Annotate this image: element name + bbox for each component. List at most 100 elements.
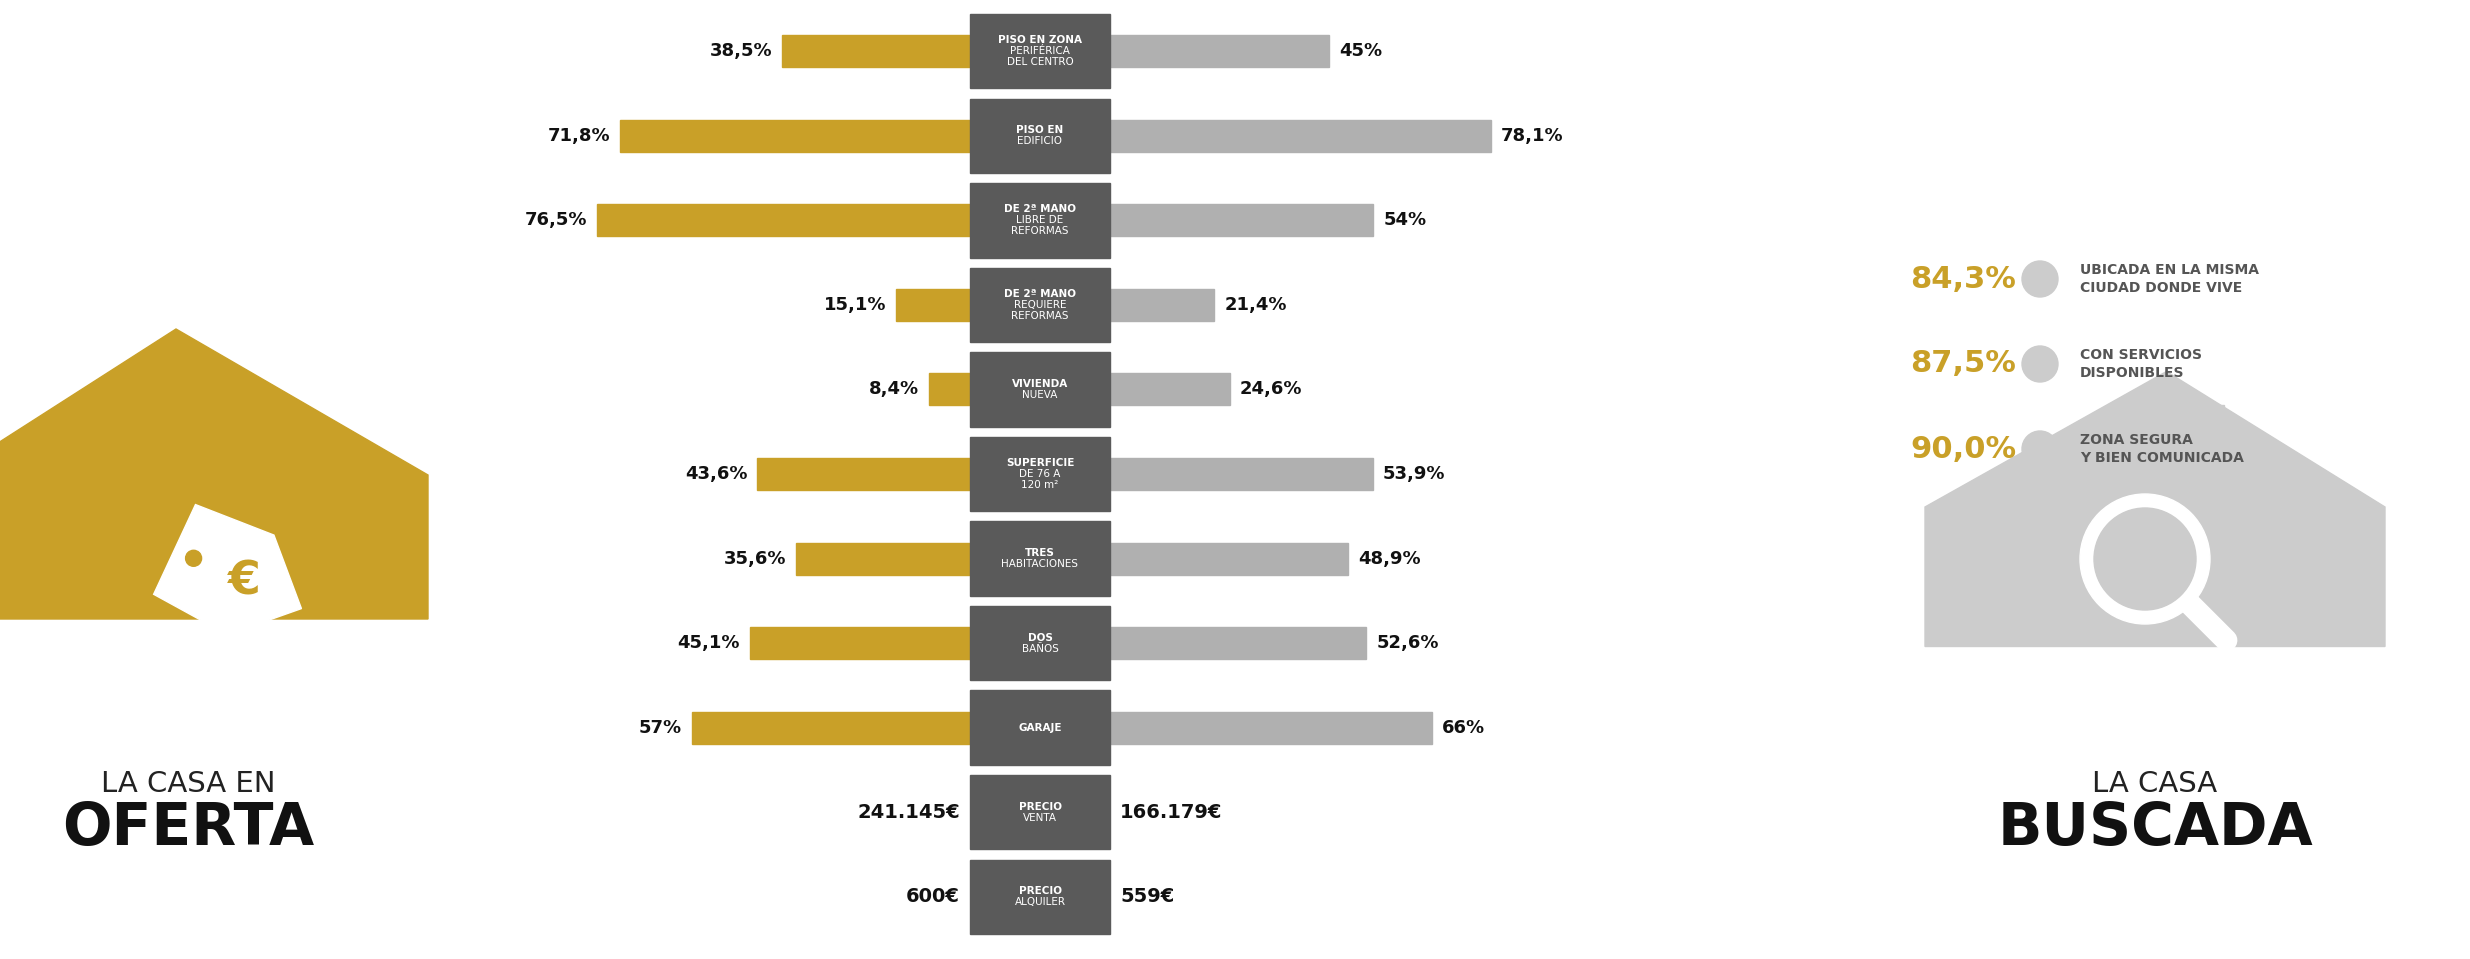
Text: 600€: 600€	[906, 887, 961, 906]
Bar	[1109, 373, 1230, 406]
Text: 45%: 45%	[1339, 42, 1383, 60]
Text: €: €	[227, 559, 262, 604]
Bar	[620, 120, 971, 152]
Text: 120 m²: 120 m²	[1023, 480, 1060, 490]
Text: 166.179€: 166.179€	[1119, 803, 1223, 822]
Bar	[971, 859, 1109, 934]
Circle shape	[185, 550, 203, 567]
Bar	[971, 183, 1109, 258]
Text: PISO EN: PISO EN	[1015, 126, 1065, 135]
Text: PRECIO: PRECIO	[1018, 802, 1062, 811]
Text: DE 2ª MANO: DE 2ª MANO	[1003, 204, 1077, 215]
Text: 78,1%: 78,1%	[1502, 127, 1564, 145]
Text: PERIFÉRICA: PERIFÉRICA	[1010, 46, 1070, 57]
Bar	[1109, 458, 1373, 490]
Bar	[1109, 120, 1492, 152]
Bar	[971, 99, 1109, 173]
Text: DISPONIBLES: DISPONIBLES	[2080, 366, 2183, 380]
Text: 54%: 54%	[1383, 211, 1425, 229]
Text: 24,6%: 24,6%	[1240, 381, 1302, 398]
Text: 66%: 66%	[1442, 718, 1484, 737]
Text: 559€: 559€	[1119, 887, 1173, 906]
Text: DOS: DOS	[1028, 633, 1052, 643]
Text: 76,5%: 76,5%	[524, 211, 588, 229]
Text: LIBRE DE: LIBRE DE	[1015, 216, 1065, 225]
Text: REFORMAS: REFORMAS	[1010, 226, 1070, 236]
Text: HABITACIONES: HABITACIONES	[1000, 559, 1079, 569]
Text: ALQUILER: ALQUILER	[1015, 898, 1065, 907]
Text: CON SERVICIOS: CON SERVICIOS	[2080, 348, 2201, 362]
Text: 57%: 57%	[640, 718, 682, 737]
Circle shape	[2023, 261, 2058, 297]
Text: 48,9%: 48,9%	[1358, 550, 1420, 568]
Bar	[929, 373, 971, 406]
Bar	[1109, 543, 1349, 574]
Text: BUSCADA: BUSCADA	[1998, 801, 2312, 857]
Text: 90,0%: 90,0%	[1909, 434, 2016, 463]
Bar	[971, 775, 1109, 850]
Circle shape	[2023, 346, 2058, 382]
Text: EDIFICIO: EDIFICIO	[1018, 136, 1062, 147]
Polygon shape	[0, 329, 427, 619]
Bar	[692, 712, 971, 743]
Circle shape	[2080, 494, 2211, 624]
Text: LA CASA: LA CASA	[2092, 770, 2218, 798]
Polygon shape	[2188, 405, 2223, 461]
Text: 71,8%: 71,8%	[548, 127, 610, 145]
Text: 87,5%: 87,5%	[1909, 349, 2016, 379]
Bar	[897, 289, 971, 321]
Text: 52,6%: 52,6%	[1376, 634, 1440, 652]
Text: CIUDAD DONDE VIVE: CIUDAD DONDE VIVE	[2080, 281, 2243, 295]
Text: LA CASA EN: LA CASA EN	[101, 770, 274, 798]
Text: 84,3%: 84,3%	[1909, 265, 2016, 293]
Polygon shape	[153, 504, 301, 635]
Text: PISO EN ZONA: PISO EN ZONA	[998, 35, 1082, 45]
Text: DE 2ª MANO: DE 2ª MANO	[1003, 289, 1077, 299]
Text: OFERTA: OFERTA	[62, 801, 314, 857]
Bar	[1109, 712, 1433, 743]
Polygon shape	[128, 362, 163, 427]
Text: UBICADA EN LA MISMA: UBICADA EN LA MISMA	[2080, 263, 2260, 277]
Polygon shape	[1924, 371, 2386, 646]
Bar	[795, 543, 971, 574]
Bar	[1109, 627, 1366, 659]
Text: REFORMAS: REFORMAS	[1010, 311, 1070, 321]
Text: DEL CENTRO: DEL CENTRO	[1008, 58, 1074, 67]
Bar	[971, 436, 1109, 511]
Text: 45,1%: 45,1%	[677, 634, 741, 652]
Bar	[598, 204, 971, 236]
Bar	[783, 35, 971, 67]
Bar	[1109, 35, 1329, 67]
Text: BAÑOS: BAÑOS	[1023, 643, 1060, 654]
Text: VIVIENDA: VIVIENDA	[1013, 379, 1067, 389]
Text: VENTA: VENTA	[1023, 812, 1057, 823]
Text: REQUIERE: REQUIERE	[1013, 300, 1067, 310]
Bar	[758, 458, 971, 490]
Text: GARAJE: GARAJE	[1018, 723, 1062, 733]
Bar	[1109, 204, 1373, 236]
Text: NUEVA: NUEVA	[1023, 390, 1057, 400]
Text: 241.145€: 241.145€	[857, 803, 961, 822]
Text: DE 76 A: DE 76 A	[1020, 469, 1060, 479]
Bar	[1109, 289, 1215, 321]
Bar	[971, 522, 1109, 596]
Text: 35,6%: 35,6%	[724, 550, 785, 568]
Bar	[971, 14, 1109, 88]
Text: 43,6%: 43,6%	[684, 465, 748, 483]
Bar	[751, 627, 971, 659]
Bar	[971, 606, 1109, 680]
Circle shape	[2023, 431, 2058, 467]
Text: PRECIO: PRECIO	[1018, 886, 1062, 897]
Text: 38,5%: 38,5%	[709, 42, 773, 60]
Bar	[971, 268, 1109, 342]
Text: SUPERFICIE: SUPERFICIE	[1005, 458, 1074, 468]
Text: ZONA SEGURA: ZONA SEGURA	[2080, 433, 2193, 447]
Bar	[971, 690, 1109, 765]
Text: 8,4%: 8,4%	[869, 381, 919, 398]
Text: Y BIEN COMUNICADA: Y BIEN COMUNICADA	[2080, 451, 2243, 465]
Text: 53,9%: 53,9%	[1383, 465, 1445, 483]
Circle shape	[2095, 508, 2196, 610]
Text: 21,4%: 21,4%	[1225, 296, 1287, 314]
Bar	[971, 352, 1109, 427]
Text: 15,1%: 15,1%	[825, 296, 887, 314]
